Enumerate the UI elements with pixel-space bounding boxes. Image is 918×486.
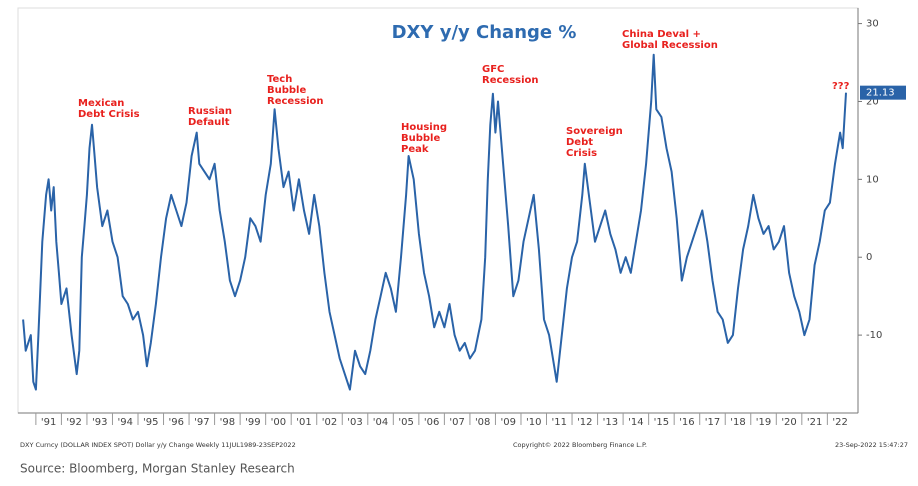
last-value-label: 21.13 xyxy=(866,88,895,99)
y-tick-label: 30 xyxy=(866,19,879,30)
x-tick-label: '22 xyxy=(832,417,847,428)
x-tick-label: '14 xyxy=(628,417,643,428)
annotation: ??? xyxy=(832,81,850,92)
x-tick-label: '13 xyxy=(603,417,618,428)
x-tick-label: '17 xyxy=(705,417,720,428)
annotation: Global Recession xyxy=(622,40,718,51)
x-tick-label: '12 xyxy=(577,417,592,428)
x-tick-label: '00 xyxy=(271,417,286,428)
x-tick-label: '94 xyxy=(117,417,132,428)
footer-center: Copyright© 2022 Bloomberg Finance L.P. xyxy=(513,441,647,449)
y-tick-label: 10 xyxy=(866,174,879,185)
annotation: Mexican xyxy=(78,98,124,109)
x-tick-label: '02 xyxy=(322,417,337,428)
chart-title: DXY y/y Change % xyxy=(392,22,577,43)
x-tick-label: '99 xyxy=(245,417,260,428)
annotation: Peak xyxy=(401,144,429,155)
series-line xyxy=(22,53,847,391)
source: Source: Bloomberg, Morgan Stanley Resear… xyxy=(20,462,295,476)
annotation: Tech xyxy=(267,74,292,85)
x-tick-label: '19 xyxy=(756,417,771,428)
x-tick-label: '03 xyxy=(347,417,362,428)
x-tick-label: '18 xyxy=(730,417,745,428)
x-tick-label: '21 xyxy=(807,417,822,428)
y-tick-label: 20 xyxy=(866,96,879,107)
annotation: Debt Crisis xyxy=(78,109,140,120)
x-tick-label: '06 xyxy=(424,417,439,428)
x-tick-label: '01 xyxy=(296,417,311,428)
x-tick-label: '04 xyxy=(373,417,388,428)
footer-right: 23-Sep-2022 15:47:27 xyxy=(835,441,908,449)
plot-area xyxy=(17,7,859,414)
annotation: Debt xyxy=(566,137,593,148)
x-tick-label: '05 xyxy=(398,417,413,428)
last-value-box xyxy=(860,85,906,100)
x-tick-label: '93 xyxy=(92,417,107,428)
annotation: Bubble xyxy=(267,85,306,96)
x-tick-label: '10 xyxy=(526,417,541,428)
x-tick-label: '20 xyxy=(781,417,796,428)
annotation: China Deval + xyxy=(622,29,701,40)
x-tick-label: '91 xyxy=(41,417,56,428)
annotation: Bubble xyxy=(401,133,440,144)
x-tick-label: '98 xyxy=(220,417,235,428)
annotation: Recession xyxy=(482,75,539,86)
x-tick-label: '15 xyxy=(654,417,669,428)
x-tick-label: '11 xyxy=(552,417,567,428)
x-tick-label: '95 xyxy=(143,417,158,428)
annotation: Russian xyxy=(188,106,232,117)
annotation: Default xyxy=(188,117,230,128)
x-tick-label: '92 xyxy=(66,417,81,428)
x-tick-label: '96 xyxy=(169,417,184,428)
annotation: GFC xyxy=(482,64,504,75)
annotation: Crisis xyxy=(566,148,597,159)
x-tick-label: '07 xyxy=(449,417,464,428)
x-tick-label: '08 xyxy=(475,417,490,428)
annotation: Housing xyxy=(401,122,447,133)
annotation: Sovereign xyxy=(566,126,623,137)
y-tick-label: -10 xyxy=(866,330,882,341)
x-tick-label: '16 xyxy=(679,417,694,428)
x-tick-label: '09 xyxy=(500,417,515,428)
x-tick-label: '97 xyxy=(194,417,209,428)
annotation: Recession xyxy=(267,96,324,107)
footer-left: DXY Curncy (DOLLAR INDEX SPOT) Dollar y/… xyxy=(20,441,296,449)
y-tick-label: 0 xyxy=(866,252,872,263)
